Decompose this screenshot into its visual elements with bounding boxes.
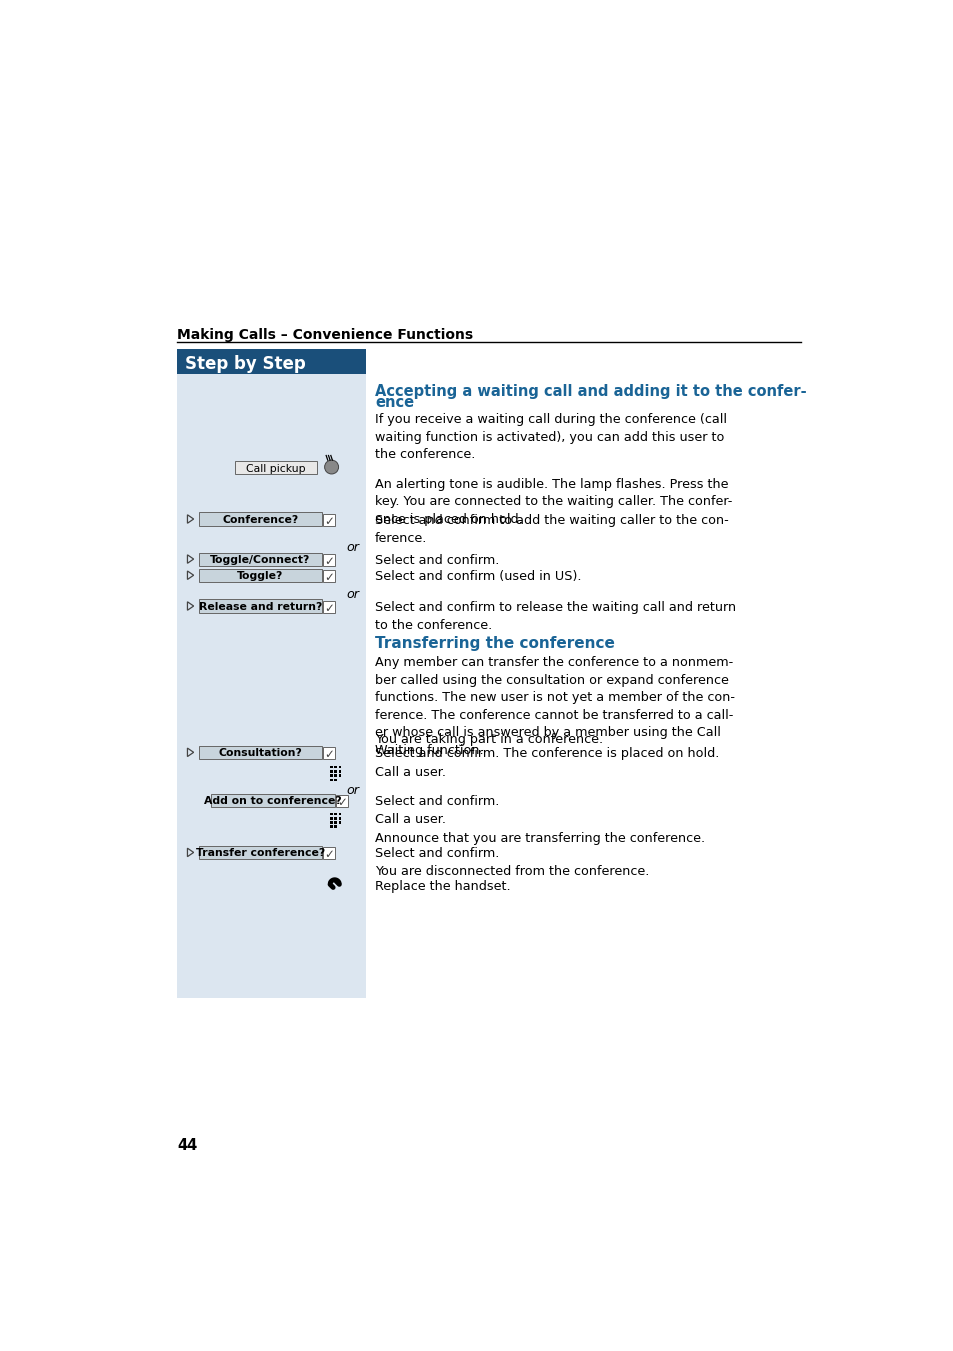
Text: Release and return?: Release and return? (198, 601, 322, 612)
Bar (177, 349, 366, 997)
Text: Announce that you are transferring the conference.: Announce that you are transferring the c… (375, 832, 704, 844)
Text: An alerting tone is audible. The lamp flashes. Press the
key. You are connected : An alerting tone is audible. The lamp fl… (375, 478, 732, 526)
Text: Consultation?: Consultation? (218, 748, 302, 758)
Text: Select and confirm.: Select and confirm. (375, 794, 498, 808)
Text: Toggle?: Toggle? (237, 571, 283, 581)
Text: Call pickup: Call pickup (246, 463, 305, 474)
Text: Conference?: Conference? (222, 515, 298, 524)
Bar (199, 553, 321, 566)
Text: Any member can transfer the conference to a nonmem-
ber called using the consult: Any member can transfer the conference t… (375, 657, 734, 757)
Bar (330, 770, 333, 773)
Bar (330, 817, 333, 820)
Text: ✓: ✓ (324, 601, 334, 615)
Text: Select and confirm (used in US).: Select and confirm (used in US). (375, 570, 581, 584)
Bar (334, 778, 336, 781)
Text: ✓: ✓ (324, 848, 334, 861)
Bar (330, 821, 333, 824)
Bar (177, 349, 366, 374)
Text: Select and confirm to release the waiting call and return
to the conference.: Select and confirm to release the waitin… (375, 601, 736, 631)
Text: ence: ence (375, 396, 414, 411)
Text: Step by Step: Step by Step (185, 355, 306, 373)
Text: or: or (346, 785, 359, 797)
Text: Replace the handset.: Replace the handset. (375, 880, 510, 893)
Text: Call a user.: Call a user. (375, 766, 446, 778)
Text: Select and confirm.
You are disconnected from the conference.: Select and confirm. You are disconnected… (375, 847, 649, 878)
Bar (323, 554, 335, 566)
Text: Making Calls – Convenience Functions: Making Calls – Convenience Functions (177, 328, 473, 342)
Text: Add on to conference?: Add on to conference? (204, 796, 341, 805)
Bar (323, 570, 335, 582)
Bar (330, 825, 333, 828)
Text: Transferring the conference: Transferring the conference (375, 636, 615, 651)
Bar (338, 817, 341, 820)
Bar (334, 825, 336, 828)
Bar (334, 770, 336, 773)
Text: Transfer conference?: Transfer conference? (195, 848, 325, 858)
Bar (330, 774, 333, 777)
Bar (334, 774, 336, 777)
Text: ✓: ✓ (324, 571, 334, 584)
Bar (338, 813, 341, 816)
Bar (323, 847, 335, 859)
Bar (338, 774, 341, 777)
Bar (334, 817, 336, 820)
Bar (330, 813, 333, 816)
Bar (199, 746, 321, 759)
Bar (338, 766, 341, 769)
Bar (323, 601, 335, 612)
Bar (199, 846, 321, 859)
Bar (323, 747, 335, 759)
Bar (338, 821, 341, 824)
Circle shape (324, 461, 338, 474)
Text: or: or (346, 540, 359, 554)
Text: Accepting a waiting call and adding it to the confer-: Accepting a waiting call and adding it t… (375, 384, 806, 399)
Text: You are taking part in a conference.: You are taking part in a conference. (375, 734, 602, 747)
Bar (235, 461, 316, 474)
Bar (334, 821, 336, 824)
Text: ✓: ✓ (324, 515, 334, 528)
Bar (211, 793, 335, 807)
Bar (334, 813, 336, 816)
Bar (330, 778, 333, 781)
Bar (334, 766, 336, 769)
Text: Toggle/Connect?: Toggle/Connect? (210, 555, 310, 565)
Bar (330, 766, 333, 769)
Text: ✓: ✓ (324, 555, 334, 567)
Text: Select and confirm.: Select and confirm. (375, 554, 498, 567)
Bar (199, 600, 321, 612)
Bar (335, 794, 348, 807)
Text: Call a user.: Call a user. (375, 813, 446, 825)
Text: Select and confirm. The conference is placed on hold.: Select and confirm. The conference is pl… (375, 747, 719, 761)
Bar (338, 770, 341, 773)
Text: ✓: ✓ (336, 796, 347, 809)
Bar (199, 569, 321, 582)
Text: Select and confirm to add the waiting caller to the con-
ference.: Select and confirm to add the waiting ca… (375, 513, 728, 544)
Text: 44: 44 (177, 1139, 197, 1154)
Text: or: or (346, 588, 359, 601)
Text: ✓: ✓ (324, 748, 334, 761)
Text: If you receive a waiting call during the conference (call
waiting function is ac: If you receive a waiting call during the… (375, 413, 726, 461)
Bar (323, 513, 335, 526)
Bar (199, 512, 321, 526)
